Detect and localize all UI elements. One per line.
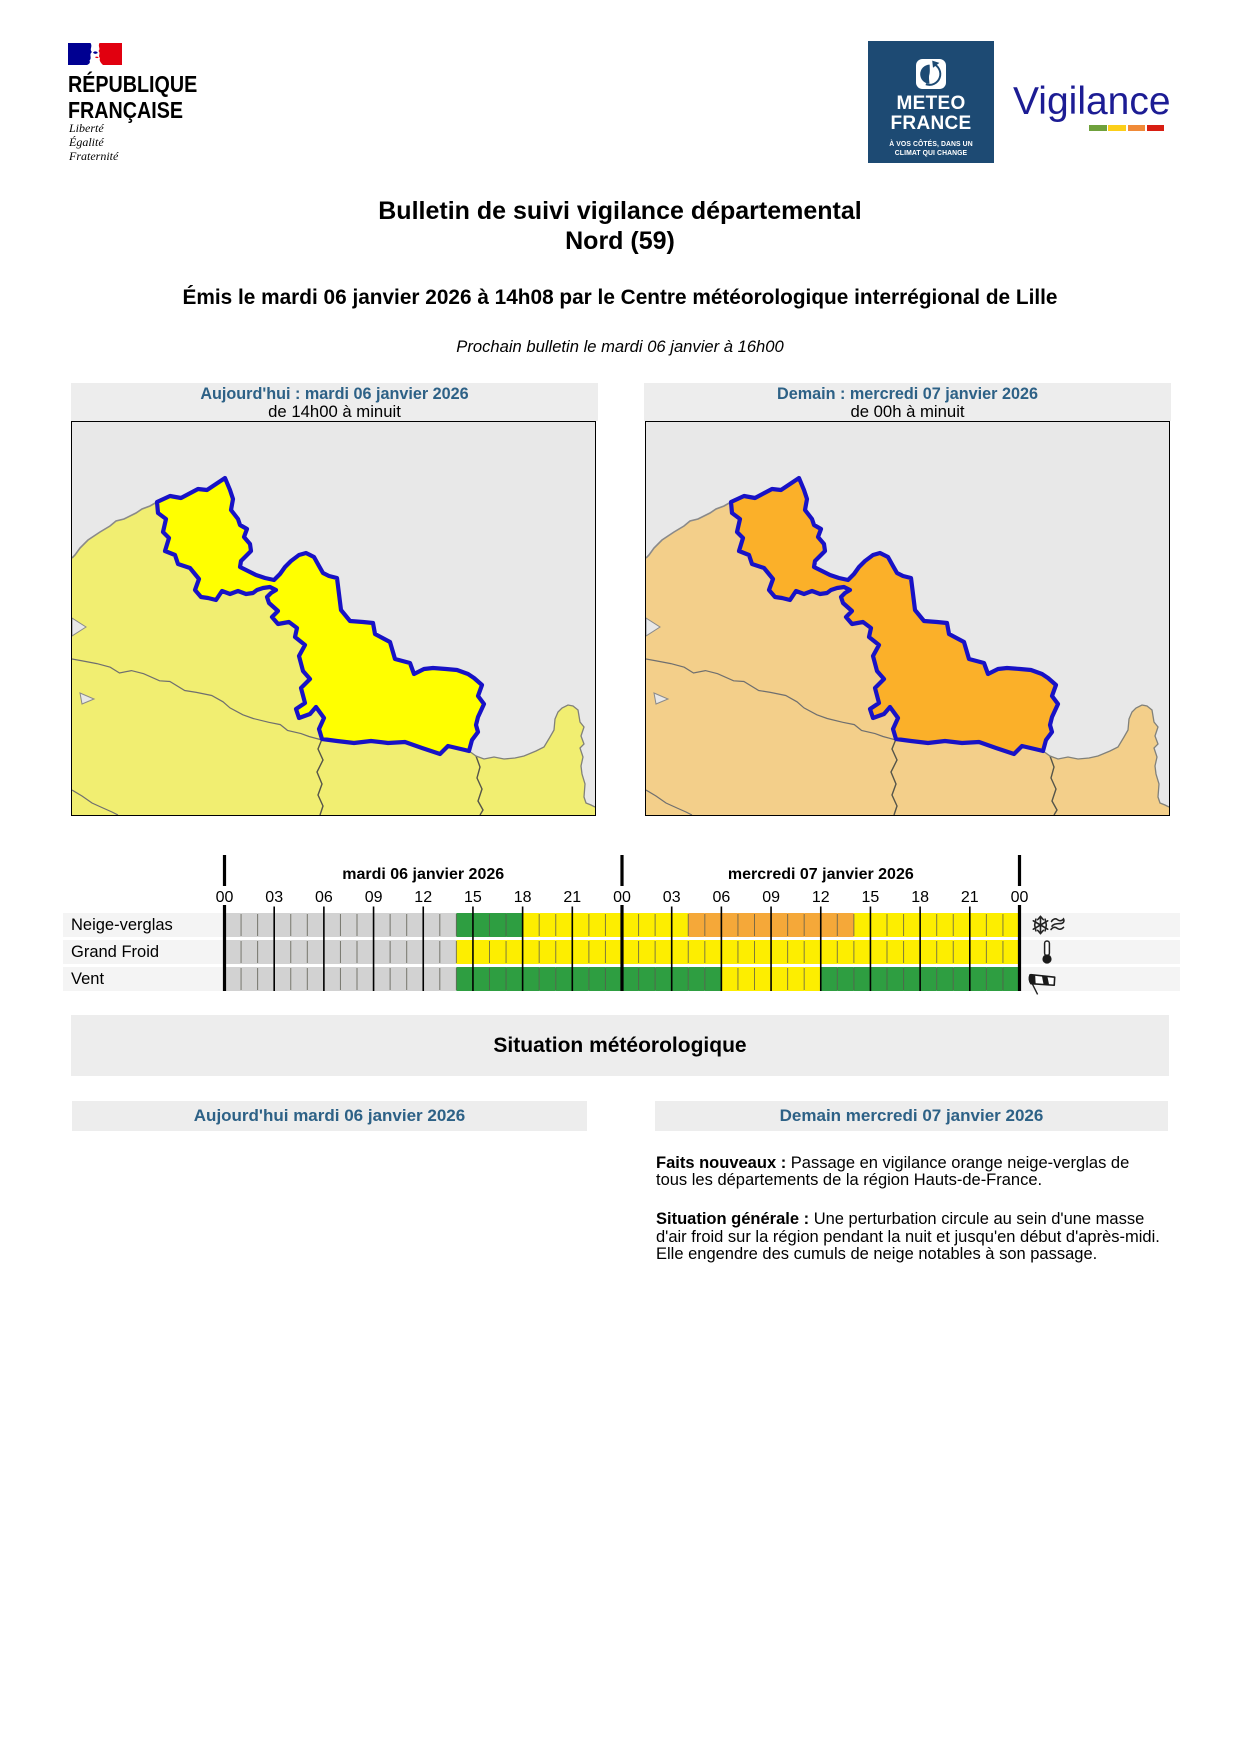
svg-text:15: 15: [464, 889, 482, 906]
svg-text:12: 12: [812, 889, 830, 906]
svg-text:mercredi 07 janvier 2026: mercredi 07 janvier 2026: [728, 866, 914, 883]
svg-text:03: 03: [265, 889, 283, 906]
svg-text:Neige-verglas: Neige-verglas: [71, 916, 173, 934]
svg-text:03: 03: [663, 889, 681, 906]
svg-text:06: 06: [713, 889, 731, 906]
svg-text:12: 12: [414, 889, 432, 906]
svg-text:00: 00: [613, 889, 631, 906]
svg-text:18: 18: [911, 889, 929, 906]
svg-text:mardi 06 janvier 2026: mardi 06 janvier 2026: [342, 866, 504, 883]
svg-text:Grand Froid: Grand Froid: [71, 943, 159, 961]
svg-text:09: 09: [365, 889, 383, 906]
svg-text:15: 15: [862, 889, 880, 906]
svg-text:21: 21: [563, 889, 581, 906]
svg-text:00: 00: [216, 889, 234, 906]
svg-text:00: 00: [1011, 889, 1029, 906]
svg-text:18: 18: [514, 889, 532, 906]
svg-text:06: 06: [315, 889, 333, 906]
svg-text:Vent: Vent: [71, 970, 104, 988]
svg-text:21: 21: [961, 889, 979, 906]
svg-text:09: 09: [762, 889, 780, 906]
